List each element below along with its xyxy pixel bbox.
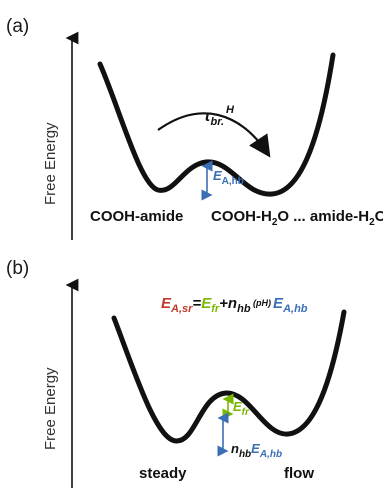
panel-b-label: (b) <box>6 258 29 279</box>
panel-b-left-state: steady <box>139 465 187 482</box>
panel-a-right-state: COOH-H2O ... amide-H2O <box>211 208 383 228</box>
panel-b-nhb-label: nhbEA,hb <box>231 441 282 460</box>
panel-a-barrier-label: EA,hb <box>213 168 244 187</box>
panel-a-ylabel: Free Energy <box>42 122 59 205</box>
panel-a-label: (a) <box>6 16 29 37</box>
panel-a-left-state: COOH-amide <box>90 208 183 225</box>
panel-b-ylabel: Free Energy <box>42 367 59 450</box>
panel-a-transition-arrow <box>157 112 271 158</box>
panel-a-tau-label: τbr.H <box>204 104 235 128</box>
panel-b-right-state: flow <box>284 465 314 482</box>
panel-b-energy-curve <box>111 309 347 444</box>
panel-a: (a) Free Energy τbr.H EA,hb COOH-amide C… <box>6 16 383 240</box>
panel-b-efr-label: Efr <box>233 399 250 418</box>
panel-b-equation: EA,sr=Efr+nhb (pH) EA,hb <box>161 295 308 315</box>
panel-b: (b) Free Energy EA,sr=Efr+nhb (pH) EA,hb … <box>6 258 347 488</box>
